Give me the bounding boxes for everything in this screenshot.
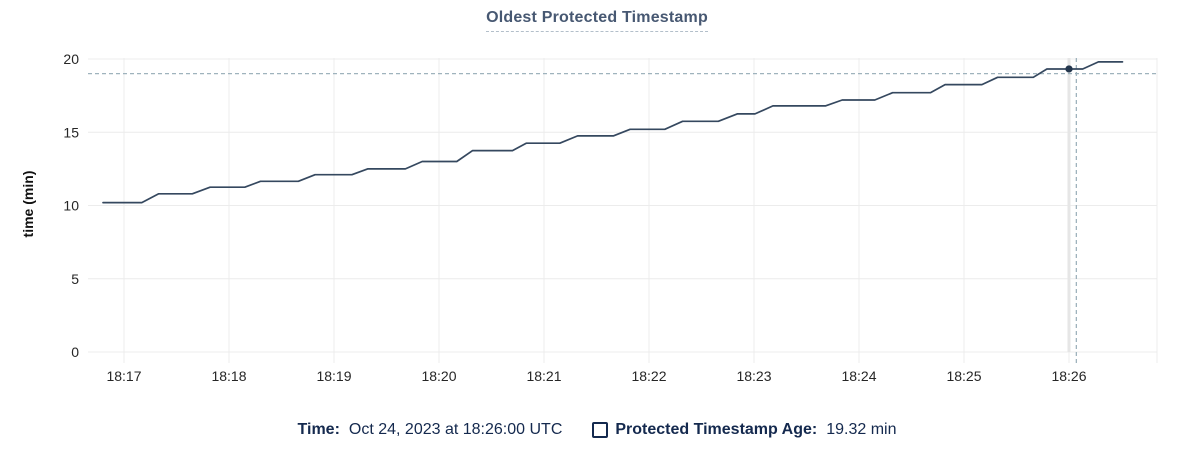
- svg-text:18:20: 18:20: [421, 368, 456, 384]
- legend-series-item[interactable]: Protected Timestamp Age: 19.32 min: [592, 421, 896, 439]
- svg-text:18:19: 18:19: [316, 368, 351, 384]
- hover-point-dot: [1065, 65, 1073, 73]
- svg-text:18:22: 18:22: [631, 368, 666, 384]
- svg-text:0: 0: [71, 344, 79, 360]
- series-line-protected-timestamp-age: [102, 61, 1124, 204]
- series-toggle-checkbox[interactable]: [592, 422, 609, 438]
- y-gridlines-and-labels: 0 5 10 15 20: [63, 51, 1157, 360]
- svg-text:18:21: 18:21: [526, 368, 561, 384]
- legend-time-value: Oct 24, 2023 at 18:26:00 UTC: [348, 421, 563, 438]
- svg-text:20: 20: [63, 51, 79, 67]
- chart-title[interactable]: Oldest Protected Timestamp: [486, 9, 708, 32]
- hover-legend-row: Time: Oct 24, 2023 at 18:26:00 UTC Prote…: [0, 417, 1194, 443]
- svg-text:18:23: 18:23: [736, 368, 771, 384]
- y-axis-label: time (min): [20, 171, 36, 238]
- legend-time-label: Time:: [297, 421, 340, 438]
- legend-series-label: Protected Timestamp Age:: [615, 421, 818, 438]
- legend-series-value: 19.32 min: [826, 421, 897, 438]
- svg-text:18:17: 18:17: [106, 368, 141, 384]
- x-gridlines-and-labels: 18:17 18:18 18:19 18:20 18:21 18:22 18:23 18:24…: [106, 58, 1087, 384]
- svg-text:10: 10: [63, 198, 79, 214]
- svg-text:18:24: 18:24: [841, 368, 876, 384]
- chart-title-row: Oldest Protected Timestamp: [0, 9, 1194, 32]
- svg-text:15: 15: [63, 124, 79, 140]
- svg-text:5: 5: [71, 271, 79, 287]
- svg-text:18:25: 18:25: [946, 368, 981, 384]
- svg-text:18:18: 18:18: [211, 368, 246, 384]
- svg-text:18:26: 18:26: [1051, 368, 1086, 384]
